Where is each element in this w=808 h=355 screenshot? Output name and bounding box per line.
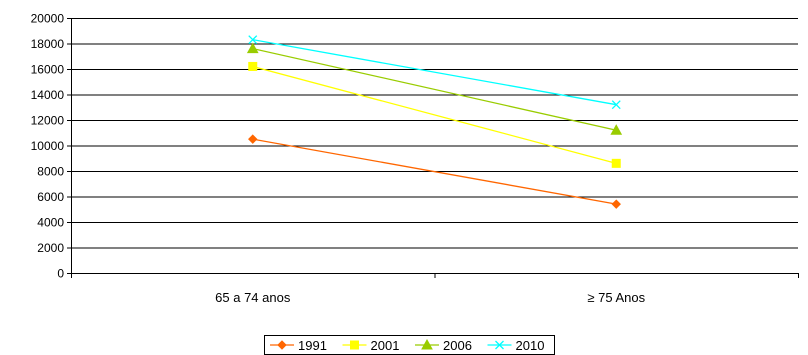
series-2006 — [246, 42, 623, 135]
data-point — [611, 100, 621, 110]
series-line — [252, 39, 617, 106]
series-1991 — [248, 134, 621, 209]
y-tick-label: 20000 — [31, 12, 65, 26]
data-point — [611, 158, 621, 168]
data-point — [611, 199, 621, 209]
legend-marker — [277, 340, 287, 350]
data-point — [610, 124, 623, 135]
series-2010 — [248, 35, 621, 110]
legend-label: 2006 — [443, 338, 472, 353]
legend-marker — [421, 338, 433, 350]
series-line — [252, 138, 617, 205]
y-tick-label: 2000 — [37, 241, 64, 255]
series-line — [252, 47, 617, 131]
series-2001 — [248, 61, 621, 168]
y-tick-label: 12000 — [31, 114, 65, 128]
gridlines — [71, 18, 798, 249]
data-point — [248, 35, 258, 45]
y-tick-label: 14000 — [31, 88, 65, 102]
series-line — [252, 65, 617, 164]
x-category-label: 65 a 74 anos — [215, 290, 291, 305]
y-tick-label: 18000 — [31, 37, 65, 51]
legend-label: 2010 — [516, 338, 545, 353]
x-axis-category-labels: 65 a 74 anos ≥ 75 Anos — [215, 290, 645, 305]
legend-marker — [495, 340, 504, 350]
legend-label: 2001 — [371, 338, 400, 353]
data-point — [248, 61, 258, 71]
y-tick-label: 16000 — [31, 63, 65, 77]
y-axis-tick-labels: 0 2000 4000 6000 8000 10000 12000 14000 16000 180… — [31, 12, 65, 281]
legend-marker — [350, 340, 359, 350]
data-series — [246, 35, 623, 209]
data-point — [246, 42, 259, 54]
legend: 1991 2001 2006 2010 — [264, 335, 555, 355]
legend-item-2001: 2001 — [342, 338, 400, 353]
legend-item-2010: 2010 — [487, 338, 545, 353]
legend-label: 1991 — [298, 338, 327, 353]
y-tick-label: 4000 — [37, 216, 64, 230]
x-category-label: ≥ 75 Anos — [587, 290, 645, 305]
data-point — [248, 134, 258, 144]
y-tick-label: 6000 — [37, 190, 64, 204]
legend-item-2006: 2006 — [415, 338, 472, 353]
axes — [67, 18, 799, 278]
legend-item-1991: 1991 — [270, 338, 327, 353]
y-tick-label: 10000 — [31, 139, 65, 153]
y-tick-label: 8000 — [37, 165, 64, 179]
y-tick-label: 0 — [57, 267, 64, 281]
